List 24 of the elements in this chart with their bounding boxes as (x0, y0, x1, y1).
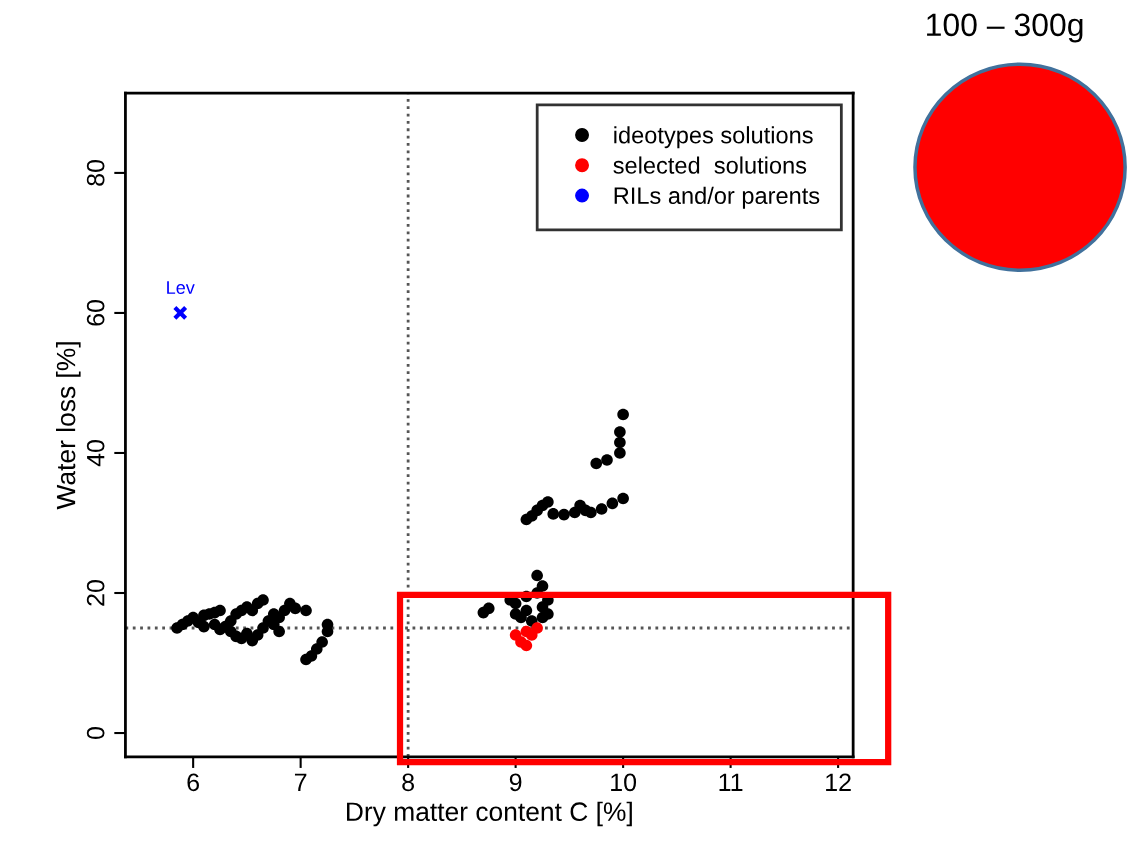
x-tick-label: 6 (187, 773, 199, 792)
point (520, 639, 533, 652)
legend-label: ideotypes solutions (614, 126, 813, 149)
y-tick-label: 60 (86, 300, 105, 326)
annotation: Lev (167, 281, 195, 294)
x-tick-label: 7 (294, 773, 307, 791)
x-tick-label: 11 (719, 773, 743, 791)
point (531, 622, 543, 634)
x-tick-label: 8 (402, 773, 414, 792)
x-tick-label: 10 (611, 773, 637, 792)
point (509, 629, 522, 641)
x-axis-title: Dry matter content C [%] (347, 801, 632, 827)
y-tick-label: 0 (86, 727, 105, 740)
y-tick-label: 40 (86, 440, 105, 467)
point (172, 305, 188, 321)
y-tick-label: 80 (86, 159, 105, 186)
y-axis-title: Water loss [%] (56, 342, 81, 510)
x-tick-label: 9 (509, 773, 522, 792)
legend-label: RILs and/or parents (614, 186, 820, 209)
x-tick-label: 12 (826, 773, 851, 791)
legend-label: selected solutions (613, 156, 807, 174)
point (520, 625, 533, 638)
y-tick-label: 20 (86, 580, 105, 606)
text: 100 – 300g (927, 13, 1083, 43)
